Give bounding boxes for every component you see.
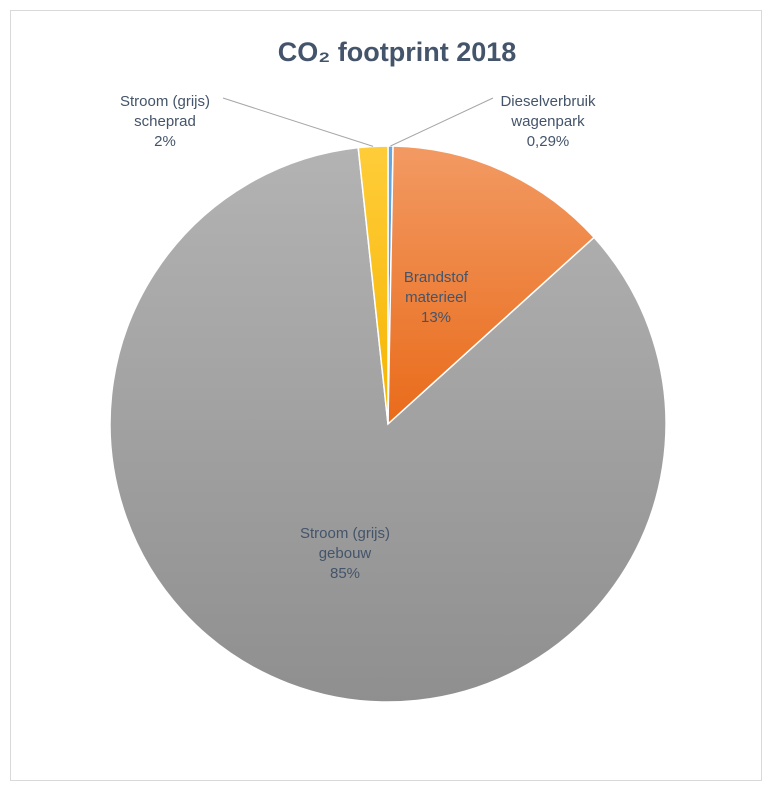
leader-line-dieselverbruik-wagenpark: [390, 97, 494, 147]
leader-lines: [222, 97, 494, 147]
slice-stroom-grijs-gebouw: [109, 146, 667, 703]
leader-line-stroom-grijs-scheprad: [222, 97, 374, 147]
data-label-dieselverbruik-wagenpark: Dieselverbruik wagenpark 0,29%: [500, 93, 596, 150]
data-label-stroom-grijs-gebouw: Stroom (grijs) gebouw 85%: [300, 525, 390, 582]
slice-brandstof-materieel: [387, 145, 596, 426]
data-labels: Dieselverbruik wagenpark 0,29% Brandstof mat…: [120, 93, 596, 582]
data-label-stroom-grijs-scheprad: Stroom (grijs) scheprad 2%: [120, 93, 210, 150]
chart-title: CO₂ footprint 2018: [278, 37, 517, 67]
data-label-brandstof-materieel: Brandstof materieel 13%: [404, 269, 469, 326]
pie-slices: [109, 145, 667, 703]
